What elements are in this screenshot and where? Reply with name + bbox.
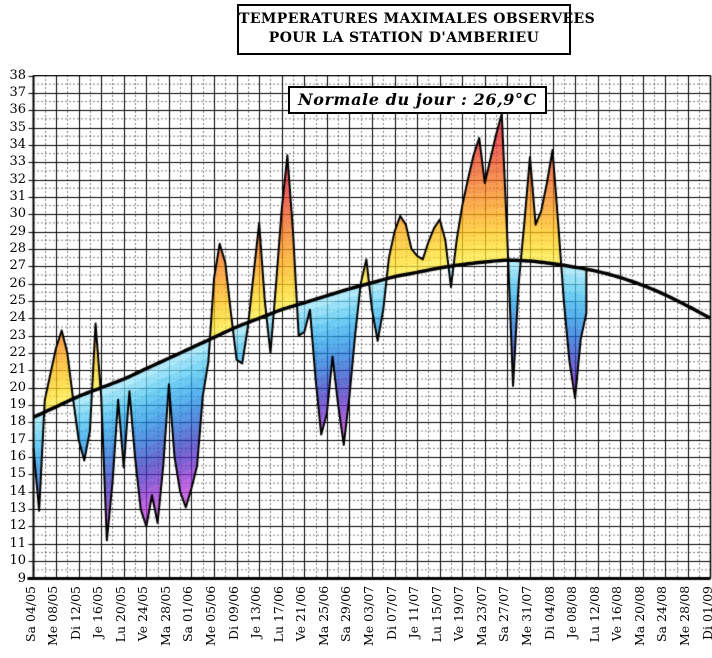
y-tick-label: 12 xyxy=(9,518,26,533)
x-tick-label: Ma 25/06 xyxy=(316,585,331,646)
x-tick-label: Sa 24/08 xyxy=(654,586,669,643)
y-tick-label: 18 xyxy=(9,414,26,429)
x-tick-label: Lu 20/05 xyxy=(113,586,128,643)
x-tick-label: Me 03/07 xyxy=(361,585,376,646)
y-tick-label: 23 xyxy=(9,328,26,343)
y-tick-label: 11 xyxy=(9,536,26,551)
y-tick-label: 34 xyxy=(9,137,26,152)
chart-title-line1: TEMPERATURES MAXIMALES OBSERVEES xyxy=(239,11,596,27)
y-tick-label: 15 xyxy=(9,466,26,481)
x-tick-label: Me 31/07 xyxy=(519,585,534,646)
x-tick-label: Ma 23/07 xyxy=(474,585,489,646)
y-tick-label: 28 xyxy=(9,241,26,256)
x-tick-label: Ve 16/08 xyxy=(609,586,624,642)
y-tick-label: 35 xyxy=(9,120,26,135)
chart-title-line2: POUR LA STATION D'AMBERIEU xyxy=(268,30,540,46)
y-tick-label: 20 xyxy=(9,380,26,395)
y-tick-label: 31 xyxy=(9,189,26,204)
x-tick-label: Sa 29/06 xyxy=(338,586,353,643)
x-tick-label: Di 07/07 xyxy=(384,586,399,641)
y-tick-label: 22 xyxy=(9,345,26,360)
x-tick-label: Je 16/05 xyxy=(90,586,105,639)
x-tick-label: Je 08/08 xyxy=(564,586,579,639)
x-tick-label: Je 13/06 xyxy=(248,586,263,639)
y-tick-label: 33 xyxy=(9,154,26,169)
x-tick-label: Je 11/07 xyxy=(406,586,421,639)
x-tick-label: Ma 20/08 xyxy=(632,585,647,646)
x-tick-label: Di 04/08 xyxy=(542,586,557,641)
y-tick-label: 16 xyxy=(9,449,26,464)
x-tick-label: Di 12/05 xyxy=(68,586,83,641)
y-tick-label: 21 xyxy=(9,362,26,377)
y-tick-label: 25 xyxy=(9,293,26,308)
y-tick-label: 24 xyxy=(9,310,26,325)
x-tick-label: Me 28/08 xyxy=(677,585,692,646)
x-tick-label: Di 09/06 xyxy=(226,586,241,641)
y-tick-label: 9 xyxy=(17,571,26,586)
x-tick-label: Sa 04/05 xyxy=(23,586,38,643)
normale-annotation-box: Normale du jour : 26,9°C xyxy=(288,86,547,114)
x-tick-label: Sa 27/07 xyxy=(496,586,511,643)
y-tick-label: 26 xyxy=(9,276,26,291)
y-tick-label: 37 xyxy=(9,85,26,100)
x-tick-label: Lu 12/08 xyxy=(587,586,602,643)
x-tick-label: Me 08/05 xyxy=(45,585,60,646)
x-tick-label: Ve 24/05 xyxy=(135,586,150,642)
plot-canvas xyxy=(27,75,712,581)
y-tick-label: 13 xyxy=(9,501,26,516)
x-tick-label: Lu 15/07 xyxy=(429,586,444,643)
y-tick-label: 30 xyxy=(9,206,26,221)
x-tick-label: Ve 21/06 xyxy=(293,586,308,642)
y-tick-label: 32 xyxy=(9,172,26,187)
y-tick-label: 19 xyxy=(9,397,26,412)
x-tick-label: Sa 01/06 xyxy=(180,586,195,643)
x-tick-label: Lu 17/06 xyxy=(271,586,286,643)
chart-title-box: TEMPERATURES MAXIMALES OBSERVEES POUR LA… xyxy=(237,4,596,55)
y-tick-label: 27 xyxy=(9,258,26,273)
y-tick-label: 10 xyxy=(9,553,26,568)
y-tick-label: 29 xyxy=(9,224,26,239)
normale-label: Normale du jour : 26,9°C xyxy=(298,90,537,109)
x-tick-label: Ve 19/07 xyxy=(451,586,466,642)
y-tick-label: 17 xyxy=(9,432,26,447)
y-tick-label: 36 xyxy=(9,102,26,117)
x-tick-label: Di 01/09 xyxy=(700,586,712,641)
y-tick-label: 38 xyxy=(9,68,26,83)
x-tick-label: Ma 28/05 xyxy=(158,585,173,646)
x-tick-label: Me 05/06 xyxy=(203,585,218,646)
y-tick-label: 14 xyxy=(9,484,26,499)
